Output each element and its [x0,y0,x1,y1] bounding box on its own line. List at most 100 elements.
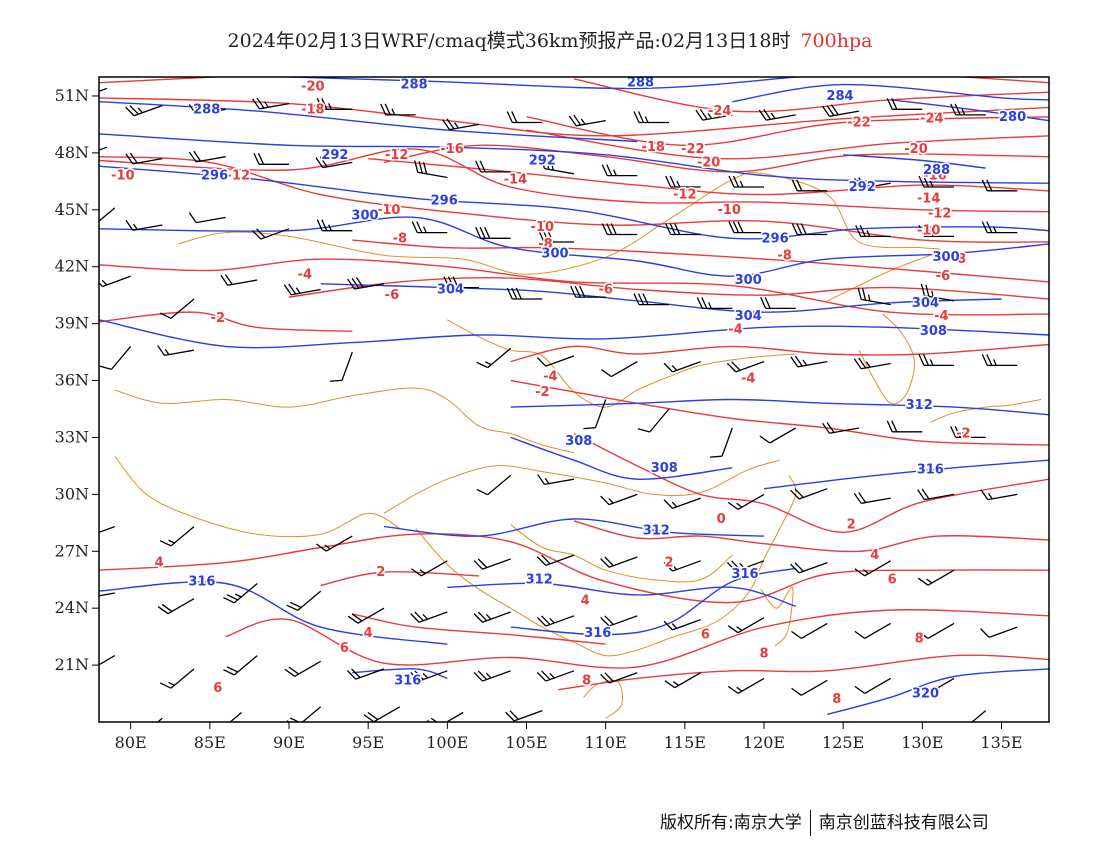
isotherm-label: 2 [847,518,856,533]
wind-barb [600,556,638,568]
wind-barb [347,277,385,290]
isotherm-label: 8 [915,632,924,647]
wind-barb [286,706,322,722]
wind-barb [363,706,401,722]
isotherm-label: -2 [535,385,549,400]
wind-barb [159,668,195,689]
wind-barb [346,668,385,680]
height-contour-label: 288 [401,78,428,93]
height-contour-label: 308 [565,434,592,449]
isotherm-label: 6 [701,628,710,643]
border-line [583,680,623,719]
wind-barb [536,670,575,682]
height-contour-label: 304 [437,283,464,298]
wind-barb [601,361,638,378]
isotherm-line [99,533,1049,604]
isotherm-line [573,520,1049,553]
height-contour-line [99,101,638,143]
wind-barb [284,660,322,677]
wind-barb [159,298,195,319]
isotherm-line [320,571,480,587]
isotherm-label: 2 [664,556,673,571]
isotherm-label: -20 [697,155,721,170]
isotherm-label: -22 [847,116,871,131]
isotherm-label: -6 [598,283,612,298]
wind-barb [505,709,543,722]
y-tick-label: 21N [55,655,89,674]
wind-barb [443,276,479,289]
isotherm-label: 4 [364,626,373,641]
wind-barb [473,670,511,682]
wind-barb [981,179,1018,192]
wind-barb [601,223,638,236]
wind-barb [633,293,669,306]
wind-barb [476,347,512,369]
wind-barb [918,225,954,238]
isotherm-label: -4 [741,372,755,387]
height-contour-label: 304 [735,309,762,324]
wind-barb [727,677,765,694]
wind-barb [857,287,891,306]
isotherm-label: -8 [777,248,791,263]
wind-barb [159,526,195,547]
isotherm-label: -12 [673,188,697,203]
height-contour-label: 296 [201,169,228,184]
wind-barb [538,230,574,243]
wind-barb [473,558,511,570]
geopotential-height-layer [99,77,1049,716]
wind-barb [99,87,108,100]
wind-barb [99,592,115,599]
wind-barb [442,118,480,131]
wind-barb [663,618,701,631]
isotherm-line [225,609,1049,669]
height-contour-label: 300 [735,273,762,288]
x-tick-label: 95E [352,733,384,752]
isotherm-label: -12 [227,169,251,184]
y-tick-label: 33N [55,427,89,446]
isotherm-label: -4 [934,309,948,324]
wind-barb [316,98,353,110]
isotherm-label: 6 [340,641,349,656]
height-contour-line [843,154,986,169]
wind-barb [980,626,1018,638]
wind-barb [536,355,575,367]
height-contour-line [763,459,1049,490]
height-contour-line [890,99,1049,122]
wind-barb [981,354,1018,367]
height-contour-line [447,582,796,607]
border-line [447,319,796,408]
isotherm-label: 8 [759,647,768,662]
y-tick-label: 36N [55,371,89,390]
wind-barb [726,560,765,572]
height-contour-line [99,133,1049,184]
x-tick-label: 85E [194,733,226,752]
height-contour-line [510,436,733,480]
wind-barb [427,711,464,722]
wind-barb [125,219,163,231]
height-contour-line [383,518,765,537]
isotherm-label: -8 [952,252,966,267]
wind-barb [600,672,638,684]
wind-barb [886,420,923,433]
wind-barb [727,493,765,510]
wind-barb [981,221,1018,234]
height-contour-label: 292 [321,148,348,163]
wind-barb [476,474,512,496]
height-contour-line [268,77,796,90]
border-line [415,475,797,657]
x-tick-label: 120E [743,733,785,752]
height-contour-label: 296 [762,231,789,246]
isotherm-line [510,379,1049,446]
wind-barb [854,677,892,694]
isotherm-line [99,258,1049,316]
wind-barb [637,408,670,433]
wind-barb [99,207,116,228]
wind-barb [950,426,986,439]
country-border-layer [114,171,1042,719]
wind-barb [286,590,322,611]
height-contour-label: 316 [731,567,758,582]
height-contour-label: 288 [193,102,220,117]
y-tick-label: 24N [55,598,89,617]
wind-barb [822,104,860,117]
